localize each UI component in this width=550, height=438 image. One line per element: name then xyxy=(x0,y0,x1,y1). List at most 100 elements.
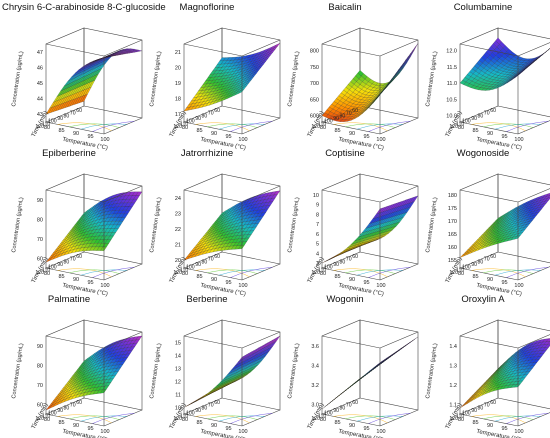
z-axis-label: Concentration (µg/mL) xyxy=(425,343,439,399)
chart-panel: Baicalin 600 650 700 750 800 80 85 90 95 100 60 70 80… xyxy=(278,2,419,152)
x-tick-label: 80 xyxy=(458,417,464,423)
x-tick-label: 80 xyxy=(44,271,50,277)
y-tick-label: 70 xyxy=(346,257,352,263)
y-tick-label: 80 xyxy=(478,113,484,119)
y-tick-label: 70 xyxy=(208,257,214,263)
z-tick-label: 17 xyxy=(175,112,181,118)
y-tick-label: 70 xyxy=(208,111,214,117)
z-tick-label: 22 xyxy=(175,227,181,233)
surface xyxy=(459,37,550,91)
x-tick-label: 85 xyxy=(472,128,478,134)
y-tick-label: 110 xyxy=(456,413,464,419)
z-tick-label: 650 xyxy=(310,97,319,103)
z-tick-label: 160 xyxy=(448,245,457,251)
x-tick-label: 90 xyxy=(487,423,493,429)
z-tick-label: 175 xyxy=(448,206,457,212)
y-tick-label: 100 xyxy=(324,265,333,271)
z-tick-label: 90 xyxy=(37,198,43,204)
x-tick-label: 80 xyxy=(182,125,188,131)
z-tick-label: 11.5 xyxy=(447,65,457,71)
surface-plot: 3.03.23.43.680 85 90 95 10060708090100110120… xyxy=(287,319,419,438)
y-tick-label: 70 xyxy=(70,257,76,263)
floor-contours xyxy=(195,266,273,278)
y-tick-label: 120 xyxy=(35,270,44,276)
z-tick-label: 60 xyxy=(37,256,43,262)
y-tick-label: 70 xyxy=(346,403,352,409)
floor-contours xyxy=(333,266,411,278)
z-tick-label: 20 xyxy=(175,258,181,264)
z-tick-label: 7 xyxy=(316,222,319,228)
chart-panel: Columbamine 10.0 10.5 11.0 11.5 12.0 80 85 90 95 1… xyxy=(416,2,550,152)
surface xyxy=(321,336,419,410)
x-tick-label: 100 xyxy=(238,137,247,143)
surface xyxy=(45,191,143,263)
x-tick-label: 100 xyxy=(238,283,247,289)
z-tick-label: 10.0 xyxy=(446,114,457,120)
z-tick-label: 12.0 xyxy=(446,49,457,55)
floor-contours xyxy=(57,120,135,132)
x-tick-label: 100 xyxy=(514,429,523,435)
z-tick-label: 23 xyxy=(175,211,181,217)
z-tick-label: 3 xyxy=(316,261,319,267)
y-tick-label: 110 xyxy=(42,413,50,419)
x-tick-label: 80 xyxy=(44,125,50,131)
y-tick-label: 70 xyxy=(208,403,214,409)
surface xyxy=(459,192,550,258)
chart-title: Wogonoside xyxy=(456,148,510,159)
chart-panel: Oroxylin A 1.1 1.2 1.3 1.4 80 85 90 95 100 60 70 80 9… xyxy=(416,294,550,438)
y-tick-label: 100 xyxy=(186,265,195,271)
floor-contours xyxy=(195,412,273,424)
z-tick-label: 45 xyxy=(37,81,43,87)
y-tick-label: 90 xyxy=(195,116,201,122)
z-tick-label: 9 xyxy=(316,203,319,209)
y-tick-label: 120 xyxy=(35,416,44,422)
y-tick-label: 110 xyxy=(456,121,464,127)
y-tick-label: 80 xyxy=(340,405,346,411)
floor-contours xyxy=(471,120,549,132)
z-axis-label: Concentration (µg/mL) xyxy=(11,51,25,107)
y-tick-label: 60 xyxy=(214,254,220,260)
floor-contours xyxy=(57,412,135,424)
x-tick-label: 100 xyxy=(376,429,385,435)
chart-panel: Jatrorrhizine 20 21 22 23 24 80 85 90 95 100 60 70 80… xyxy=(140,148,281,298)
x-tick-label: 80 xyxy=(458,125,464,131)
y-tick-label: 100 xyxy=(186,119,195,125)
surface xyxy=(183,42,281,112)
x-tick-label: 95 xyxy=(363,426,369,432)
y-tick-label: 70 xyxy=(70,111,76,117)
y-tick-label: 110 xyxy=(318,267,326,273)
y-tick-label: 120 xyxy=(35,124,44,130)
y-tick-label: 90 xyxy=(195,408,201,414)
y-tick-label: 100 xyxy=(462,411,471,417)
chart-title: Chrysin 6-C-arabinoside 8-C-glucoside xyxy=(2,2,166,13)
z-tick-label: 155 xyxy=(448,258,457,264)
x-tick-label: 90 xyxy=(211,277,217,283)
y-tick-label: 90 xyxy=(195,262,201,268)
x-axis-label: Temperature (°C) xyxy=(476,429,522,438)
x-tick-label: 95 xyxy=(363,280,369,286)
x-tick-label: 80 xyxy=(458,271,464,277)
z-tick-label: 1.2 xyxy=(449,383,457,389)
z-tick-label: 170 xyxy=(448,219,457,225)
chart-panel: Palmatine 60 70 80 90 80 85 90 95 100 60 70 80 90 100 1… xyxy=(2,294,143,438)
y-tick-label: 90 xyxy=(57,408,63,414)
x-tick-label: 90 xyxy=(349,423,355,429)
floor-contours xyxy=(471,266,549,278)
y-tick-label: 80 xyxy=(64,259,70,265)
y-tick-label: 120 xyxy=(449,416,458,422)
surface-plot: 10.010.511.011.512.080 85 90 95 100607080901… xyxy=(425,27,550,152)
surface xyxy=(183,335,281,408)
z-axis-label: Concentration (µg/mL) xyxy=(287,343,301,399)
z-axis-label: Concentration (µg/mL) xyxy=(149,51,163,107)
z-tick-label: 43 xyxy=(37,112,43,118)
chart-panel: Chrysin 6-C-arabinoside 8-C-glucoside 43 4… xyxy=(2,2,166,152)
z-tick-label: 3.6 xyxy=(311,344,319,350)
surface xyxy=(321,195,419,264)
chart-panel: Coptisine 3 4 5 6 7 8 9 10 80 85 90 95 100 60 70 80 90 100… xyxy=(278,148,419,298)
z-axis-label: Concentration (µg/mL) xyxy=(149,343,163,399)
